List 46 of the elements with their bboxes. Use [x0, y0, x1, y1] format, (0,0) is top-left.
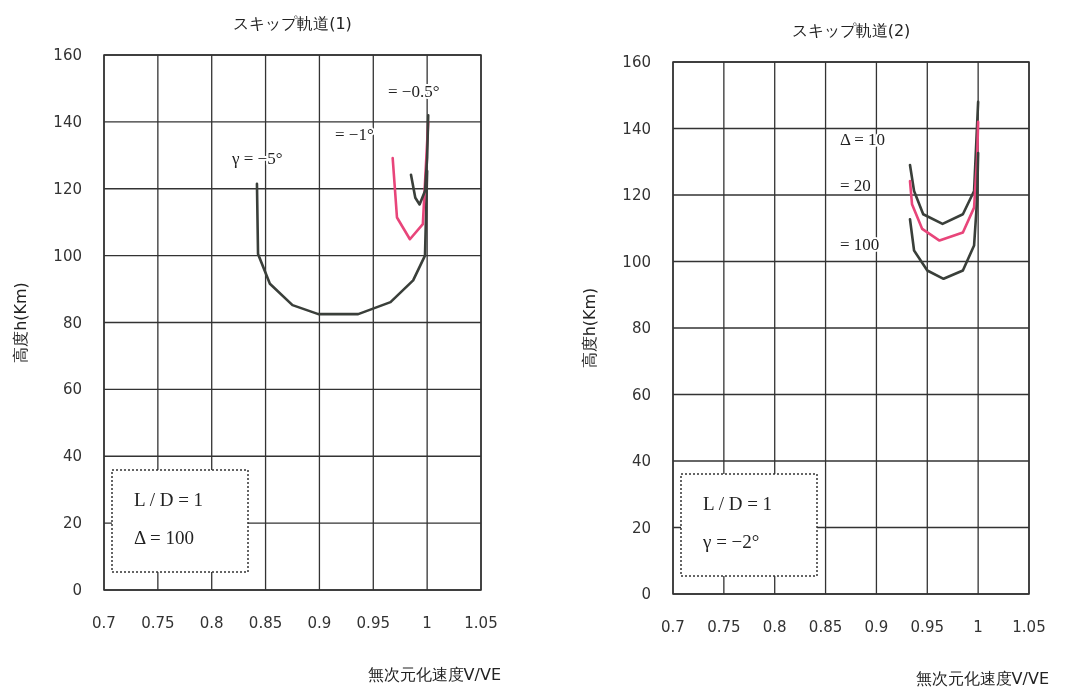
y-tick-label: 160: [53, 46, 82, 64]
annotation: Δ = 100: [134, 527, 194, 548]
y-tick-label: 40: [631, 452, 651, 470]
y-tick-label: 140: [53, 112, 82, 131]
y-tick-label: 120: [53, 179, 82, 198]
x-tick-label: 0.85: [248, 614, 283, 632]
y-axis-title: 高度h(Km): [580, 287, 599, 369]
y-tick-label: 140: [622, 119, 651, 138]
annotation: L / D = 1: [134, 489, 204, 510]
y-tick-label: 0: [72, 581, 82, 599]
x-tick-label: 1: [973, 618, 983, 636]
x-tick-label: 0.75: [707, 618, 741, 636]
y-tick-label: 100: [53, 246, 82, 265]
x-tick-label: 0.9: [307, 614, 332, 632]
x-tick-label: 0.7: [92, 614, 116, 632]
y-tick-label: 160: [622, 53, 651, 71]
y-axis-title: 高度h(Km): [11, 282, 30, 363]
x-tick-label: 0.8: [199, 614, 224, 632]
annotation: γ = −2°: [702, 531, 760, 552]
y-tick-label: 60: [631, 385, 651, 404]
y-tick-label: 20: [62, 514, 82, 533]
x-tick-label: 0.75: [141, 614, 175, 632]
x-tick-label: 1.05: [464, 614, 498, 632]
y-tick-label: 0: [641, 585, 651, 603]
x-axis-title: 無次元化速度V/VE: [915, 669, 1049, 688]
x-tick-label: 0.7: [661, 618, 685, 636]
x-tick-label: 0.85: [808, 618, 843, 636]
x-tick-label: 1: [422, 614, 432, 632]
annotation: = 20: [840, 175, 871, 195]
y-tick-label: 60: [62, 380, 82, 399]
chart-title: スキップ軌道(1): [233, 14, 352, 33]
y-tick-label: 80: [62, 313, 82, 332]
x-tick-label: 0.95: [356, 614, 390, 632]
y-tick-label: 40: [62, 447, 82, 466]
annotation: = −1°: [335, 124, 374, 144]
x-axis-title: 無次元化速度V/VE: [367, 665, 501, 684]
annotation: L / D = 1: [703, 493, 773, 514]
x-tick-label: 0.9: [864, 618, 889, 636]
x-tick-label: 0.8: [762, 618, 787, 636]
x-tick-label: 0.95: [910, 618, 944, 636]
y-tick-label: 20: [631, 518, 651, 537]
chart-title: スキップ軌道(2): [791, 21, 911, 40]
y-tick-label: 120: [622, 186, 651, 204]
y-tick-label: 80: [631, 319, 651, 337]
x-tick-label: 1.05: [1012, 618, 1046, 636]
y-tick-label: 100: [622, 252, 651, 271]
